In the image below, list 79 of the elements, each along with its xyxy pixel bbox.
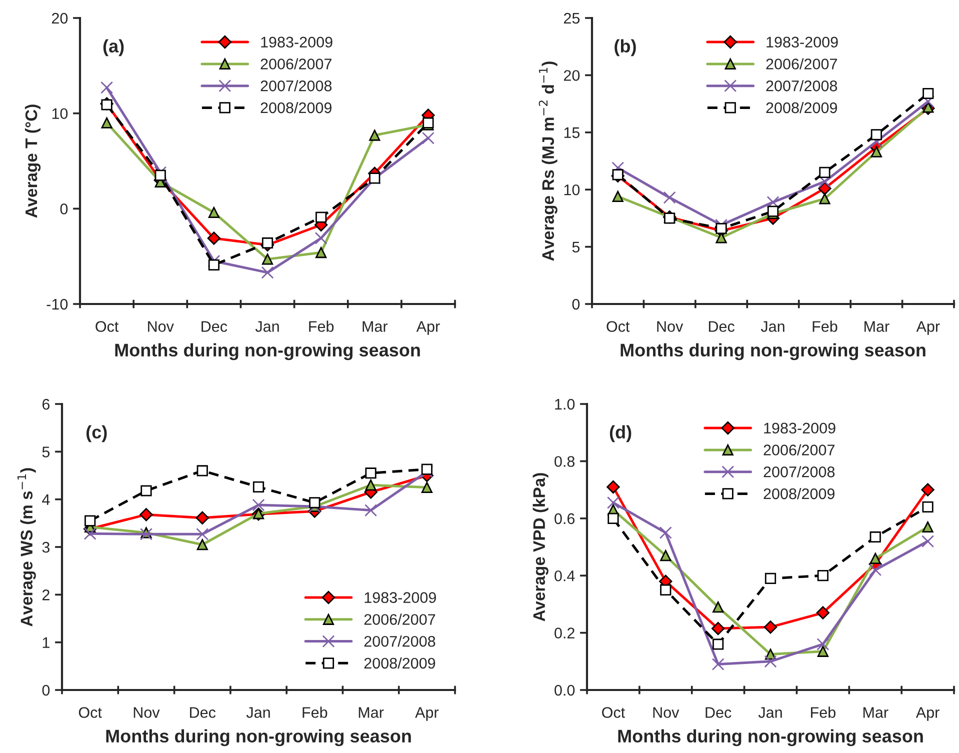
y-tick-label: 0: [572, 298, 580, 310]
y-tick-label: 0: [42, 684, 50, 696]
x-tick-label: Apr: [916, 321, 940, 335]
legend-label: 2006/2007: [766, 58, 837, 70]
legend-label: 2006/2007: [364, 614, 436, 625]
y-axis-title: Average Rs (MJ m$^{−2}$ d$^{−1}$): [538, 62, 558, 261]
y-tick-label: 3: [42, 542, 50, 553]
x-tick-label: Mar: [863, 707, 888, 718]
x-tick-label: Nov: [134, 707, 160, 718]
y-tick-label: 0.6: [554, 513, 575, 524]
y-tick-label: 20: [52, 12, 68, 24]
y-tick-label: 5: [42, 446, 50, 458]
annotation: (c): [86, 425, 107, 442]
y-tick-label: 1.0: [555, 398, 575, 410]
legend-label: 2008/2009: [764, 488, 834, 500]
legend-label: 2008/2009: [364, 657, 436, 669]
x-tick-label: Oct: [78, 707, 102, 718]
x-tick-label: Jan: [758, 707, 782, 718]
legend-label: 1983-2009: [261, 36, 332, 48]
legend-label: 2007/2008: [764, 466, 835, 478]
y-tick-label: 15: [564, 127, 580, 138]
y-tick-label: 0: [60, 204, 68, 214]
legend-label: 1983-2009: [364, 592, 436, 604]
y-tick-label: 0.2: [554, 628, 574, 638]
y-tick-label: 4: [42, 494, 50, 505]
x-tick-label: Dec: [706, 707, 732, 718]
x-tick-label: Oct: [96, 321, 119, 332]
y-tick-label: 1: [42, 637, 50, 648]
x-tick-label: Jan: [246, 707, 270, 718]
x-tick-label: Apr: [415, 707, 439, 721]
x-tick-label: Nov: [653, 707, 680, 718]
x-tick-label: Apr: [916, 707, 940, 721]
legend-label: 2008/2009: [260, 102, 332, 114]
x-tick-label: Dec: [202, 321, 228, 332]
x-tick-label: Dec: [190, 707, 216, 718]
x-tick-label: Nov: [657, 321, 684, 332]
x-axis-title: Months during non-growing season: [106, 729, 411, 746]
x-axis-title: Months during non-growing season: [618, 729, 923, 746]
y-axis-title: Average WS (m s$^{−1}$): [17, 468, 36, 626]
legend-label: 2007/2008: [766, 80, 838, 92]
legend-label: 1983-2009: [766, 36, 838, 48]
y-tick-label: 6: [42, 398, 50, 410]
x-tick-label: Nov: [148, 321, 174, 332]
x-tick-label: Apr: [416, 321, 440, 335]
y-tick-label: 10: [564, 184, 580, 196]
x-tick-label: Feb: [302, 706, 328, 718]
y-tick-label: 5: [572, 242, 580, 252]
x-tick-label: Feb: [812, 320, 838, 332]
legend-label: 2007/2008: [364, 636, 436, 647]
x-tick-label: Dec: [708, 321, 734, 332]
x-tick-label: Mar: [864, 321, 890, 332]
annotation: (b): [614, 39, 636, 56]
y-tick-label: 2: [42, 590, 50, 600]
annotation: (d): [610, 425, 632, 442]
x-tick-label: Jan: [255, 321, 279, 332]
legend-label: 1983-2009: [764, 422, 836, 434]
y-axis-title: Average VPD (kPa): [532, 473, 548, 622]
legend-label: 2006/2007: [764, 444, 834, 456]
x-tick-label: Feb: [309, 320, 334, 332]
y-tick-label: 0.0: [554, 684, 575, 696]
annotation: (a): [103, 39, 124, 56]
x-axis-title: Months during non-growing season: [620, 343, 926, 360]
y-tick-label: -10: [46, 298, 68, 310]
legend-label: 2008/2009: [766, 102, 837, 114]
y-tick-label: 25: [564, 12, 580, 24]
legend-label: 2006/2007: [260, 58, 332, 70]
x-tick-label: Mar: [362, 321, 388, 332]
x-axis-title: Months during non-growing season: [115, 343, 420, 360]
y-tick-label: 0.8: [554, 456, 575, 467]
y-axis-title: Average T (°C): [24, 104, 41, 218]
y-tick-label: 20: [564, 70, 580, 81]
x-tick-label: Oct: [606, 321, 630, 332]
x-tick-label: Oct: [602, 707, 625, 718]
x-tick-label: Mar: [358, 707, 384, 718]
x-tick-label: Jan: [760, 321, 784, 332]
y-tick-label: 10: [52, 108, 68, 120]
x-tick-label: Feb: [811, 706, 836, 718]
legend-label: 2007/2008: [260, 80, 332, 92]
y-tick-label: 0.4: [554, 570, 575, 582]
